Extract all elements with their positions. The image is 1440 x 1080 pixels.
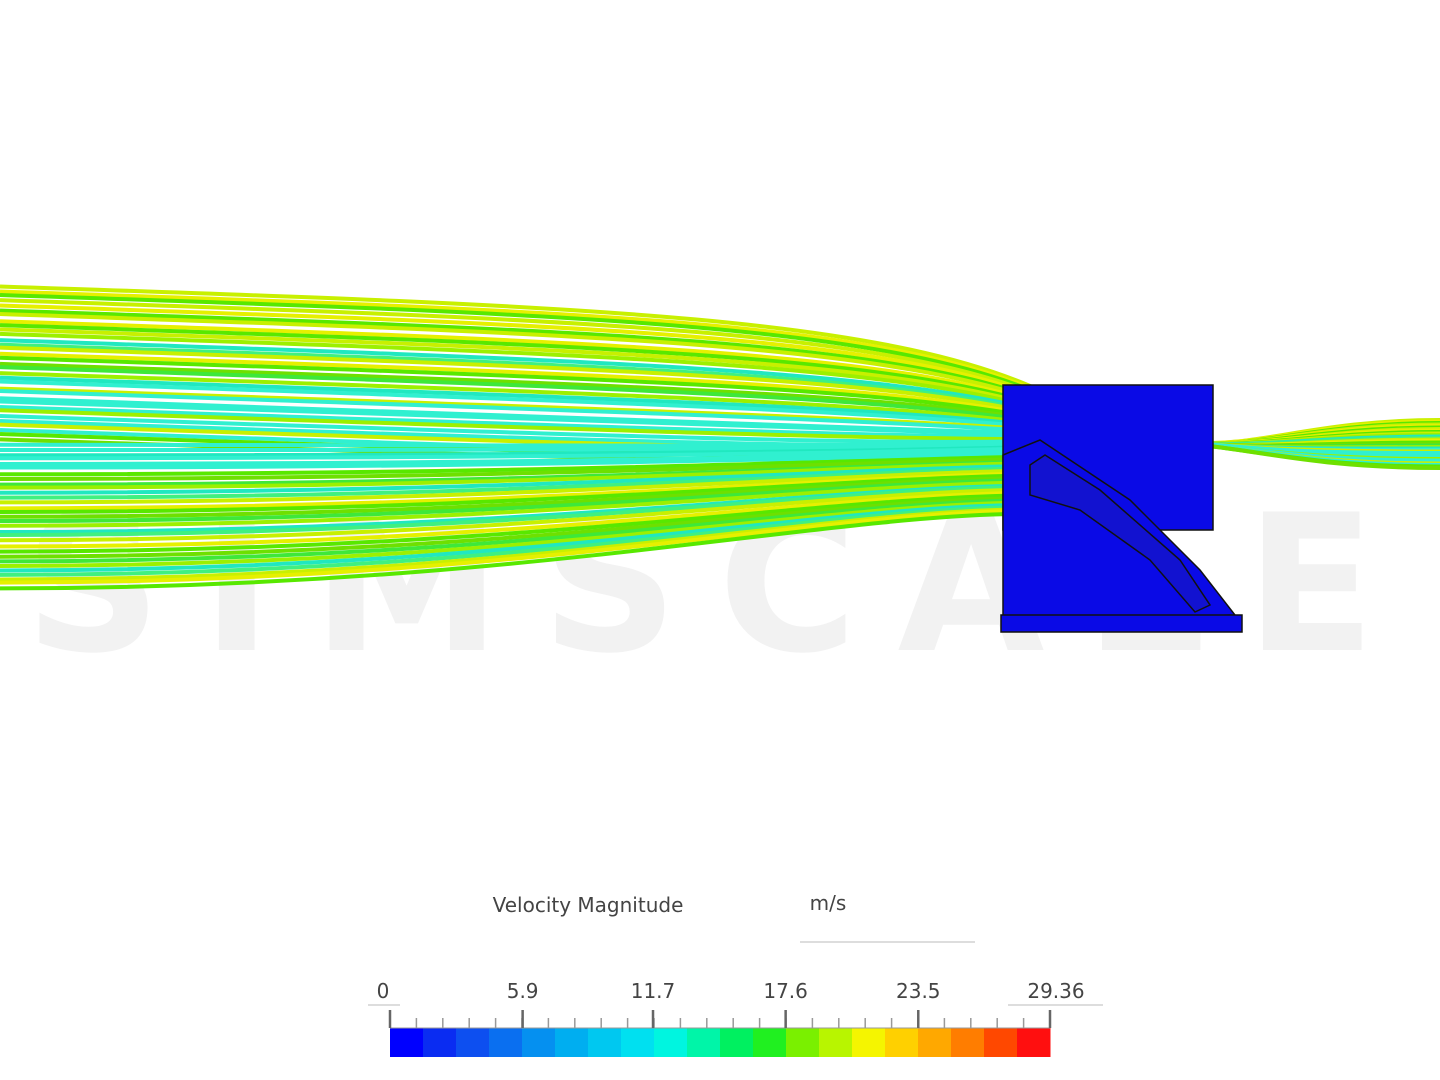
streamline (0, 480, 1006, 528)
streamlines (0, 284, 1440, 591)
color-segment (489, 1028, 523, 1057)
streamline (0, 466, 1006, 500)
streamline (0, 469, 1006, 505)
color-segment (951, 1028, 985, 1057)
color-segment (423, 1028, 457, 1057)
color-segment (555, 1028, 589, 1057)
streamline (0, 488, 1006, 543)
streamline (0, 476, 1006, 519)
streamline (0, 485, 1006, 537)
color-segment (852, 1028, 886, 1057)
color-segment (885, 1028, 919, 1057)
tick-label: 29.36 (1027, 979, 1084, 1003)
tick-label: 11.7 (631, 979, 676, 1003)
streamline (0, 455, 1006, 477)
streamline (0, 500, 1006, 568)
streamline (0, 496, 1006, 559)
streamline (0, 451, 1006, 470)
tick-label: 23.5 (896, 979, 941, 1003)
color-segment (720, 1028, 754, 1057)
tick-label: 17.6 (763, 979, 808, 1003)
wing-element (1029, 454, 1212, 613)
streamline (0, 447, 1006, 461)
geometry (1000, 384, 1243, 633)
colorbar: 0 5.9 11.7 17.6 23.5 29.36 (368, 979, 1103, 1057)
streamline (0, 493, 1006, 554)
tick-label: 0 (377, 979, 390, 1003)
color-segment (654, 1028, 688, 1057)
color-segment (918, 1028, 952, 1057)
streamline (0, 498, 1006, 564)
color-segment (621, 1028, 655, 1057)
streamline (0, 472, 1006, 511)
color-segment (984, 1028, 1018, 1057)
color-segment (390, 1028, 424, 1057)
streamline (0, 443, 1006, 453)
streamline (0, 509, 1006, 585)
endplate (1000, 614, 1243, 633)
streamline (0, 457, 1006, 481)
color-segment (753, 1028, 787, 1057)
color-segment (687, 1028, 721, 1057)
color-segment (786, 1028, 820, 1057)
color-segment (588, 1028, 622, 1057)
streamline (0, 505, 1006, 577)
streamline (0, 473, 1006, 514)
streamline (0, 440, 1006, 448)
tick-label: 5.9 (507, 979, 539, 1003)
color-segment (1017, 1028, 1051, 1057)
legend-unit: m/s (810, 891, 847, 915)
streamline (0, 464, 1006, 495)
streamline (0, 503, 1006, 573)
streamline (0, 491, 1006, 549)
legend-title: Velocity Magnitude (493, 893, 684, 917)
color-segment (456, 1028, 490, 1057)
color-segment (819, 1028, 853, 1057)
streamline (0, 512, 1006, 591)
streamline (0, 478, 1006, 523)
streamline (0, 461, 1006, 490)
color-segment (522, 1028, 556, 1057)
